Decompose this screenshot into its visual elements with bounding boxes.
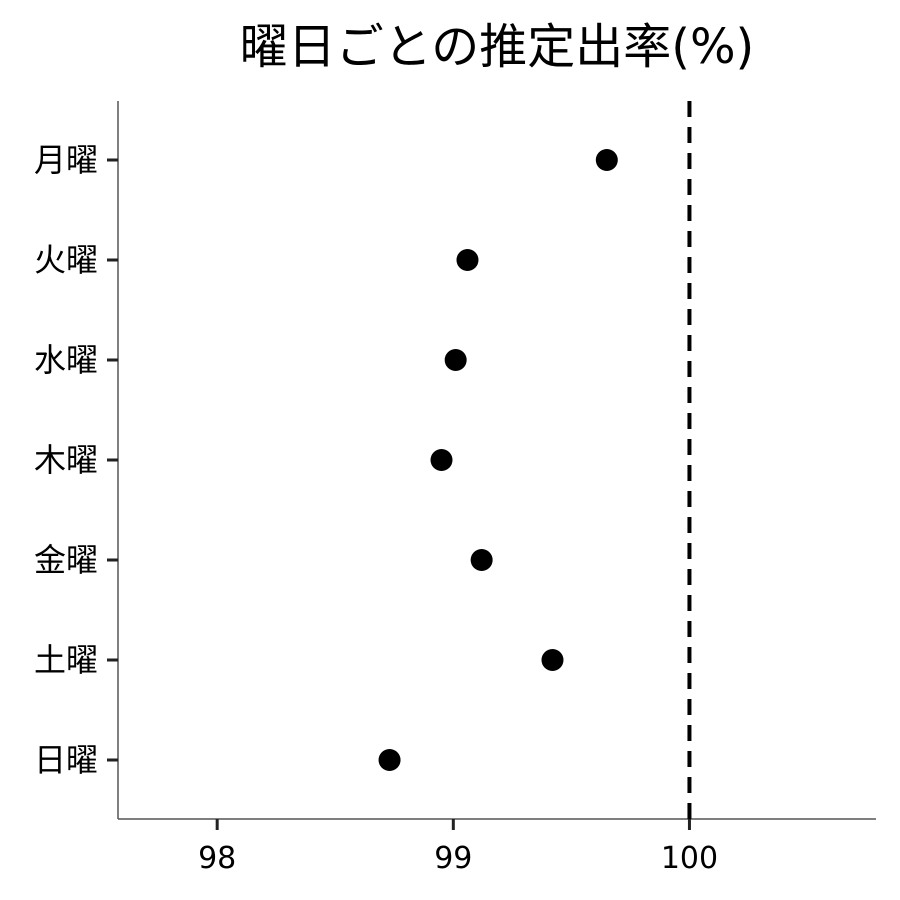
y-tick-label: 金曜	[34, 541, 98, 579]
data-point	[456, 249, 479, 271]
points	[378, 149, 618, 771]
data-point	[378, 749, 401, 771]
x-tick-label: 98	[198, 841, 236, 876]
y-tick-label: 土曜	[34, 641, 98, 679]
data-point	[430, 449, 453, 471]
y-tick-label: 火曜	[34, 241, 98, 279]
y-tick-label: 木曜	[34, 441, 98, 479]
x-tick-label: 100	[661, 841, 718, 876]
data-point	[595, 149, 618, 171]
data-point	[541, 649, 564, 671]
x-tick-label: 99	[434, 841, 472, 876]
data-point	[444, 349, 467, 371]
y-tick-label: 水曜	[34, 341, 98, 379]
y-tick-label: 月曜	[34, 141, 98, 179]
x-axis: 98 99 100	[198, 819, 718, 876]
data-point	[470, 549, 493, 571]
y-tick-label: 日曜	[34, 741, 98, 779]
chart-title: 曜日ごとの推定出率(%)	[240, 19, 755, 75]
